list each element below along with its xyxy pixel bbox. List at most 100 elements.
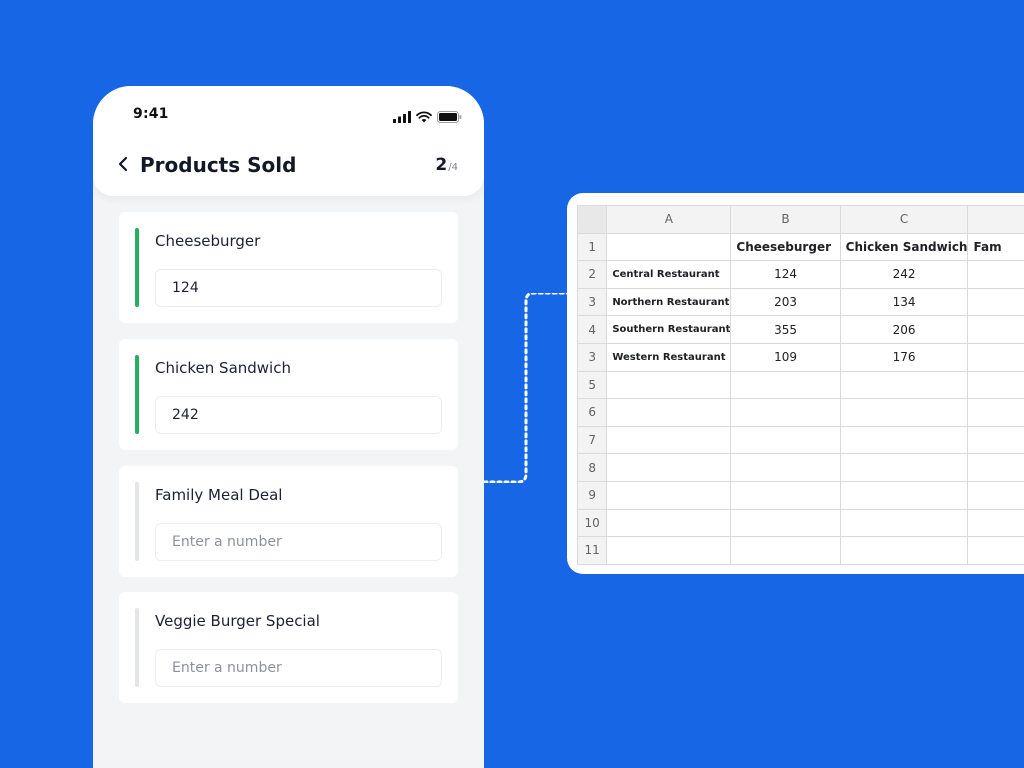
- cell[interactable]: [839, 508, 969, 538]
- table-row: 10: [576, 508, 1024, 538]
- field-card-chicken-sandwich: Chicken Sandwich: [119, 339, 458, 450]
- cell[interactable]: 242: [839, 260, 969, 289]
- cell[interactable]: [606, 508, 732, 538]
- cell[interactable]: [839, 398, 969, 427]
- cell[interactable]: 355: [730, 315, 841, 344]
- row-number[interactable]: 2: [576, 260, 608, 289]
- cell[interactable]: 124: [730, 260, 841, 289]
- cell[interactable]: Northern Restaurant: [606, 287, 732, 317]
- table-row: 3 Northern Restaurant 203 134: [576, 287, 1024, 317]
- cell[interactable]: [967, 425, 1024, 455]
- cell[interactable]: [730, 536, 841, 565]
- cell[interactable]: [606, 453, 732, 482]
- row-number[interactable]: 4: [576, 315, 608, 344]
- column-header-c[interactable]: C: [839, 205, 969, 234]
- column-header-row: A B C: [576, 205, 1024, 234]
- cell[interactable]: 203: [730, 287, 841, 317]
- row-number[interactable]: 3: [576, 342, 608, 372]
- cell[interactable]: [967, 453, 1024, 482]
- cell[interactable]: [839, 480, 969, 510]
- cell[interactable]: [967, 260, 1024, 289]
- cell[interactable]: [967, 315, 1024, 344]
- cell[interactable]: [839, 453, 969, 482]
- cell[interactable]: [730, 508, 841, 538]
- cell[interactable]: Fam: [967, 232, 1024, 262]
- field-status-bar: [135, 608, 139, 687]
- field-label: Cheeseburger: [155, 232, 261, 250]
- table-row: 3 Western Restaurant 109 176: [576, 342, 1024, 372]
- status-time: 9:41: [133, 106, 169, 122]
- table-row: 4 Southern Restaurant 355 206: [576, 315, 1024, 344]
- row-number[interactable]: 11: [576, 536, 608, 565]
- page-counter: 2/4: [435, 155, 458, 175]
- cell[interactable]: [606, 232, 732, 262]
- cell[interactable]: [967, 370, 1024, 400]
- field-card-family-meal-deal: Family Meal Deal: [119, 466, 458, 577]
- cell[interactable]: [606, 536, 732, 565]
- cell[interactable]: [606, 480, 732, 510]
- signal-icon: [393, 108, 411, 127]
- cell[interactable]: [839, 370, 969, 400]
- cell[interactable]: [839, 425, 969, 455]
- battery-icon: [437, 108, 462, 127]
- cell[interactable]: Cheeseburger: [730, 232, 841, 262]
- wifi-icon: [416, 108, 432, 127]
- cell[interactable]: 206: [839, 315, 969, 344]
- phone-frame: 9:41: [93, 86, 484, 768]
- row-number[interactable]: 9: [576, 480, 608, 510]
- column-header-a[interactable]: A: [606, 205, 732, 234]
- cell[interactable]: 176: [839, 342, 969, 372]
- table-row: 8: [576, 453, 1024, 482]
- cell[interactable]: [606, 398, 732, 427]
- page-title: Products Sold: [140, 153, 297, 177]
- cell[interactable]: [967, 480, 1024, 510]
- cell[interactable]: 134: [839, 287, 969, 317]
- cell[interactable]: [730, 370, 841, 400]
- cell[interactable]: Southern Restaurant: [606, 315, 732, 344]
- field-status-bar: [135, 482, 139, 561]
- cell[interactable]: [839, 536, 969, 565]
- table-row: 5: [576, 370, 1024, 400]
- field-status-bar: [135, 355, 139, 434]
- cell[interactable]: Chicken Sandwich: [839, 232, 969, 262]
- row-number[interactable]: 10: [576, 508, 608, 538]
- cell[interactable]: [730, 398, 841, 427]
- table-row: 7: [576, 425, 1024, 455]
- cell[interactable]: [967, 287, 1024, 317]
- row-number[interactable]: 5: [576, 370, 608, 400]
- cell[interactable]: [967, 508, 1024, 538]
- cell[interactable]: 109: [730, 342, 841, 372]
- field-card-veggie-burger-special: Veggie Burger Special: [119, 592, 458, 703]
- column-header-b[interactable]: B: [730, 205, 841, 234]
- field-label: Family Meal Deal: [155, 486, 283, 504]
- cell[interactable]: [967, 536, 1024, 565]
- cell[interactable]: [967, 342, 1024, 372]
- back-button[interactable]: [113, 154, 133, 178]
- cheeseburger-input[interactable]: [155, 269, 442, 307]
- veggie-burger-special-input[interactable]: [155, 649, 442, 687]
- cell[interactable]: [730, 480, 841, 510]
- cell[interactable]: Western Restaurant: [606, 342, 732, 372]
- family-meal-deal-input[interactable]: [155, 523, 442, 561]
- row-number[interactable]: 7: [576, 425, 608, 455]
- corner-cell[interactable]: [576, 205, 608, 234]
- chevron-left-icon: [118, 156, 128, 176]
- column-header-d[interactable]: [967, 205, 1024, 234]
- row-number[interactable]: 6: [576, 398, 608, 427]
- dotted-connector: [484, 293, 568, 483]
- cell[interactable]: Central Restaurant: [606, 260, 732, 289]
- row-number[interactable]: 8: [576, 453, 608, 482]
- field-label: Chicken Sandwich: [155, 359, 291, 377]
- cell[interactable]: [730, 425, 841, 455]
- table-row: 11: [576, 536, 1024, 565]
- cell[interactable]: [606, 425, 732, 455]
- cell[interactable]: [606, 370, 732, 400]
- cell[interactable]: [967, 398, 1024, 427]
- row-number[interactable]: 1: [576, 232, 608, 262]
- row-number[interactable]: 3: [576, 287, 608, 317]
- chicken-sandwich-input[interactable]: [155, 396, 442, 434]
- page-current: 2: [435, 155, 448, 175]
- table-row: 2 Central Restaurant 124 242: [576, 260, 1024, 289]
- cell[interactable]: [730, 453, 841, 482]
- spreadsheet-card: A B C 1 Cheeseburger Chicken Sandwich Fa…: [567, 193, 1024, 574]
